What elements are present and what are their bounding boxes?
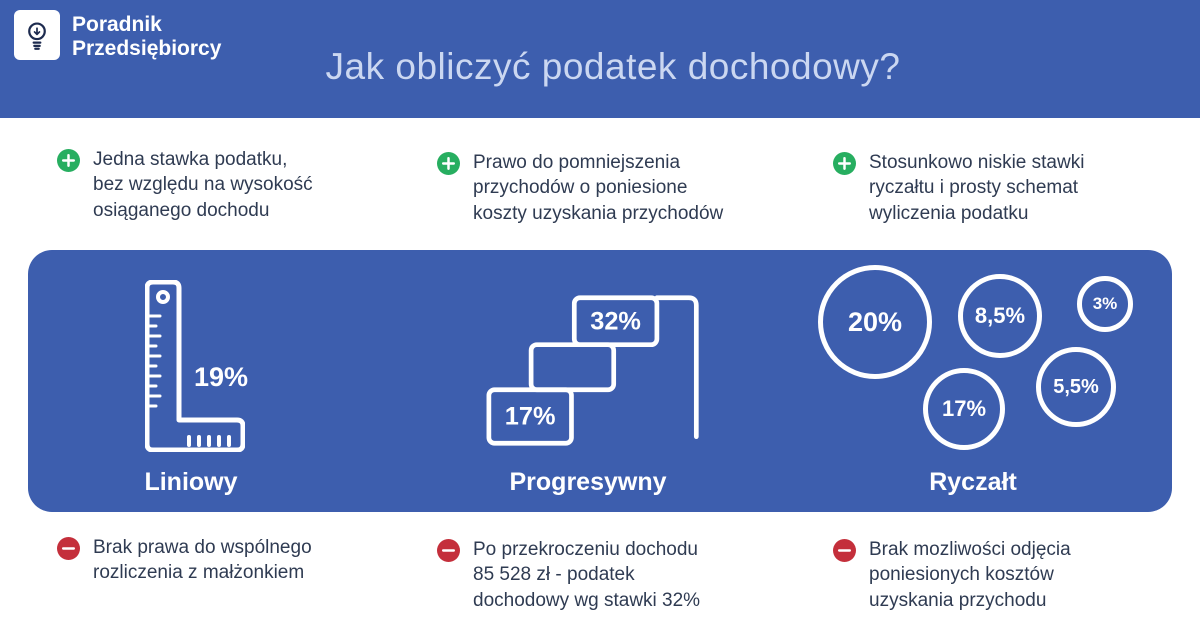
pro-text: Prawo do pomniejszenia przychodów o poni… — [473, 152, 724, 224]
progressive-rate-bottom: 17% — [505, 402, 556, 430]
ryczalt-rate: 3% — [1092, 294, 1118, 313]
con-item: Po przekroczeniu dochodu 85 528 zł - pod… — [437, 537, 777, 613]
rate-circle: 20% — [818, 265, 932, 379]
rate-circle: 17% — [923, 368, 1005, 450]
stairs-icon: 32% 17% — [486, 295, 699, 446]
plus-icon — [833, 152, 856, 175]
lightbulb-icon — [28, 22, 46, 50]
header: Poradnik Przedsiębiorcy Jak obliczyć pod… — [0, 0, 1200, 118]
rate-circle: 5,5% — [1036, 347, 1116, 427]
ryczalt-rate: 8,5% — [974, 303, 1026, 328]
rate-circle: 8,5% — [958, 274, 1042, 358]
ruler-icon — [145, 280, 245, 452]
logo-box — [14, 10, 60, 60]
logo-text: Poradnik Przedsiębiorcy — [72, 13, 222, 61]
con-text: Brak mozliwości odjęcia poniesionych kos… — [869, 539, 1071, 611]
minus-icon — [437, 539, 460, 562]
rate-circle: 3% — [1077, 276, 1133, 332]
page-title: Jak obliczyć podatek dochodowy? — [325, 46, 901, 87]
minus-icon — [833, 539, 856, 562]
label-ryczalt: Ryczałt — [929, 468, 1017, 496]
tax-types-panel: 19% Liniowy 32% 17% Progresywny 20% 8,5%… — [28, 250, 1172, 512]
con-text: Brak prawa do wspólnego rozliczenia z ma… — [93, 537, 312, 584]
label-progresywny: Progresywny — [509, 468, 667, 496]
progressive-rate-top: 32% — [590, 308, 641, 336]
pro-item: Stosunkowo niskie stawki ryczałtu i pros… — [833, 150, 1173, 226]
pro-text: Stosunkowo niskie stawki ryczałtu i pros… — [869, 152, 1085, 224]
plus-icon — [57, 149, 80, 172]
con-item: Brak prawa do wspólnego rozliczenia z ma… — [57, 535, 397, 586]
minus-icon — [57, 537, 80, 560]
con-item: Brak mozliwości odjęcia poniesionych kos… — [833, 537, 1173, 613]
con-text: Po przekroczeniu dochodu 85 528 zł - pod… — [473, 539, 701, 611]
linear-rate-label: 19% — [194, 362, 249, 392]
pro-item: Prawo do pomniejszenia przychodów o poni… — [437, 150, 777, 226]
ryczalt-rate: 20% — [847, 306, 903, 337]
pro-text: Jedna stawka podatku, bez względu na wys… — [93, 149, 313, 221]
pro-item: Jedna stawka podatku, bez względu na wys… — [57, 147, 397, 223]
ryczalt-rate: 5,5% — [1053, 375, 1099, 398]
label-liniowy: Liniowy — [144, 468, 238, 496]
ryczalt-rate: 17% — [941, 396, 987, 421]
plus-icon — [437, 152, 460, 175]
